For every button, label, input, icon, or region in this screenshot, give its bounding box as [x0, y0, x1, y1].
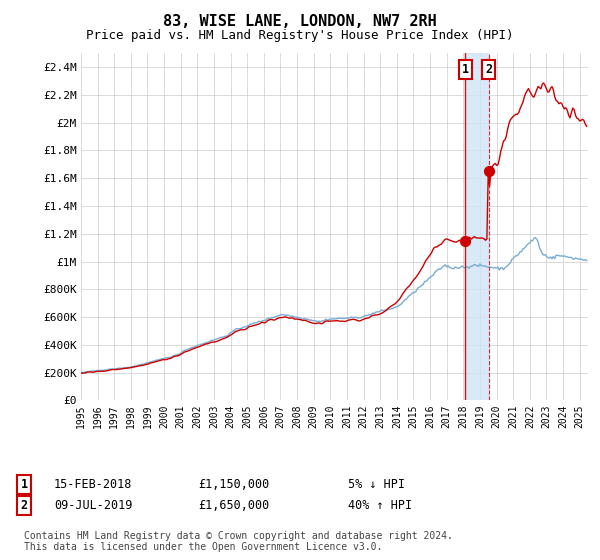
Point — [461, 236, 470, 245]
Point — [484, 167, 493, 176]
Bar — [466, 53, 488, 400]
Text: 15-FEB-2018: 15-FEB-2018 — [54, 478, 133, 491]
Text: Contains HM Land Registry data © Crown copyright and database right 2024.
This d: Contains HM Land Registry data © Crown c… — [24, 531, 453, 553]
Text: 2: 2 — [20, 499, 28, 512]
Text: Price paid vs. HM Land Registry's House Price Index (HPI): Price paid vs. HM Land Registry's House … — [86, 29, 514, 42]
Text: 1: 1 — [462, 63, 469, 76]
Text: 2: 2 — [485, 63, 492, 76]
Text: 09-JUL-2019: 09-JUL-2019 — [54, 499, 133, 512]
Text: 40% ↑ HPI: 40% ↑ HPI — [348, 499, 412, 512]
Text: 1: 1 — [20, 478, 28, 491]
Text: 83, WISE LANE, LONDON, NW7 2RH: 83, WISE LANE, LONDON, NW7 2RH — [163, 14, 437, 29]
Text: £1,650,000: £1,650,000 — [198, 499, 269, 512]
Text: £1,150,000: £1,150,000 — [198, 478, 269, 491]
Text: 5% ↓ HPI: 5% ↓ HPI — [348, 478, 405, 491]
